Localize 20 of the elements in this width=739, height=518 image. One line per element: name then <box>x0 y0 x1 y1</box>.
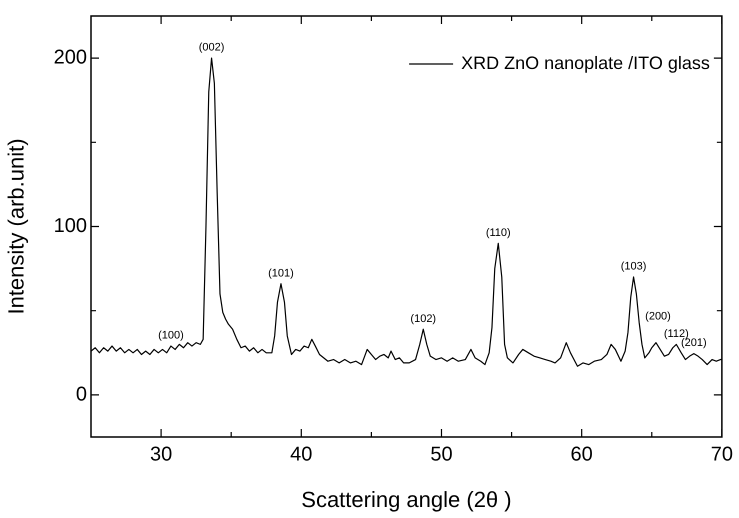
annotation: (200) <box>645 310 671 323</box>
x-tick-label: 50 <box>430 444 453 466</box>
annotation: (102) <box>410 312 436 325</box>
x-tick-label: 30 <box>150 444 172 466</box>
annotation: (002) <box>198 42 224 54</box>
annotation: (110) <box>486 226 511 239</box>
annotation: (100) <box>158 330 184 342</box>
annotation: (201) <box>680 337 707 350</box>
x-tick-label: 60 <box>570 444 593 466</box>
annotation: (112) <box>664 328 689 340</box>
annotation: (103) <box>620 260 646 273</box>
y-tick-label: 0 <box>76 383 87 406</box>
legend-label: XRD ZnO nanoplate /ITO glass <box>461 52 710 73</box>
y-tick-label: 100 <box>54 215 87 238</box>
x-tick-label: 40 <box>290 444 312 466</box>
x-tick-label: 70 <box>710 444 733 466</box>
y-tick-label: 200 <box>54 46 87 69</box>
annotation: (101) <box>268 267 294 280</box>
y-axis-title: Intensity (arb.unit) <box>3 138 28 315</box>
x-axis-title: Scattering angle (2θ ) <box>301 486 512 512</box>
